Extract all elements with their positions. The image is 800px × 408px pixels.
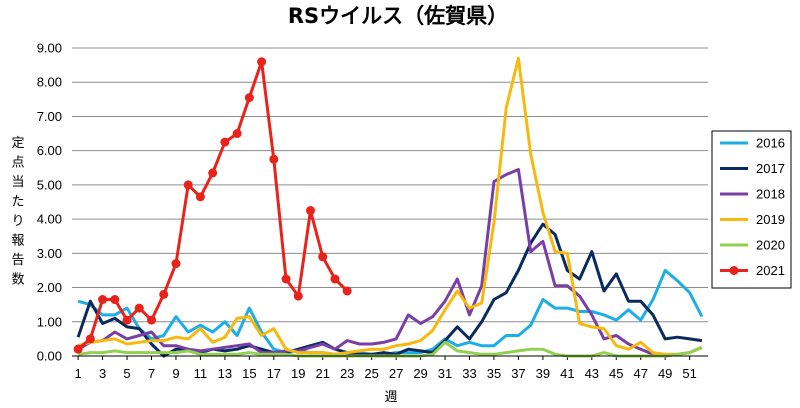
x-tick-label: 23 bbox=[340, 366, 354, 381]
legend-label-2018: 2018 bbox=[756, 187, 785, 202]
data-point-2021 bbox=[293, 291, 303, 301]
data-point-2021 bbox=[330, 274, 340, 284]
x-tick-label: 3 bbox=[99, 366, 106, 381]
data-point-2021 bbox=[208, 168, 218, 178]
x-tick-label: 45 bbox=[609, 366, 623, 381]
data-point-2021 bbox=[318, 252, 328, 262]
data-point-2021 bbox=[342, 286, 352, 296]
y-tick-label: 9.00 bbox=[37, 41, 62, 56]
legend-marker-2021 bbox=[729, 266, 739, 275]
x-tick-label: 43 bbox=[585, 366, 599, 381]
data-point-2021 bbox=[257, 57, 267, 67]
x-tick-label: 15 bbox=[242, 366, 256, 381]
y-axis-label-char: 数 bbox=[11, 273, 24, 288]
x-axis-ticks: 1 3 5 7 9 11 13 15 17 19 21 23 25 27 29 31 33 35 37 39 41 43 4… bbox=[74, 356, 697, 381]
x-tick-label: 5 bbox=[123, 366, 130, 381]
series-line-2019 bbox=[77, 56, 703, 356]
data-point-2021 bbox=[232, 129, 242, 139]
legend-label-2017: 2017 bbox=[756, 161, 785, 176]
legend-label-2021: 2021 bbox=[756, 263, 785, 278]
x-tick-label: 27 bbox=[389, 366, 403, 381]
x-tick-label: 37 bbox=[511, 366, 525, 381]
data-point-2021 bbox=[110, 295, 120, 305]
x-tick-label: 39 bbox=[536, 366, 550, 381]
x-tick-label: 47 bbox=[633, 366, 647, 381]
x-tick-label: 1 bbox=[74, 366, 81, 381]
legend-label-2016: 2016 bbox=[756, 136, 785, 151]
y-axis-ticks: 0.00 1.00 2.00 3.00 4.00 5.00 6.00 7.00 8.00 9.00 bbox=[37, 41, 62, 364]
data-point-2021 bbox=[98, 295, 108, 305]
data-point-2021 bbox=[159, 289, 169, 299]
x-tick-label: 33 bbox=[462, 366, 476, 381]
data-point-2021 bbox=[220, 137, 230, 147]
y-tick-label: 4.00 bbox=[37, 212, 62, 227]
y-tick-label: 0.00 bbox=[37, 349, 62, 364]
y-axis-label-char: 報 bbox=[11, 234, 24, 249]
x-tick-label: 7 bbox=[148, 366, 155, 381]
chart-title: RSウイルス（佐賀県） bbox=[288, 4, 508, 28]
data-point-2021 bbox=[183, 180, 193, 190]
y-tick-label: 1.00 bbox=[37, 314, 62, 329]
data-point-2021 bbox=[281, 274, 291, 284]
x-tick-label: 19 bbox=[291, 366, 305, 381]
series-line-2017 bbox=[76, 222, 703, 358]
data-point-2021 bbox=[134, 303, 144, 313]
data-point-2021 bbox=[73, 344, 83, 354]
y-axis-label-char: 点 bbox=[11, 156, 24, 171]
x-tick-label: 17 bbox=[267, 366, 281, 381]
data-point-2021 bbox=[171, 259, 181, 269]
x-tick-label: 35 bbox=[487, 366, 501, 381]
x-tick-label: 41 bbox=[560, 366, 574, 381]
x-tick-label: 51 bbox=[682, 366, 696, 381]
data-point-2021 bbox=[195, 192, 205, 202]
y-tick-label: 2.00 bbox=[37, 280, 62, 295]
data-point-2021 bbox=[85, 334, 95, 344]
series-layer bbox=[73, 56, 704, 358]
y-axis-label-char: り bbox=[11, 214, 24, 229]
data-point-2021 bbox=[306, 206, 315, 216]
y-axis-label-char: 告 bbox=[11, 253, 24, 268]
y-axis-label-char: た bbox=[11, 195, 24, 210]
x-tick-label: 11 bbox=[194, 366, 208, 381]
x-tick-label: 21 bbox=[315, 366, 329, 381]
x-tick-label: 49 bbox=[658, 366, 672, 381]
x-tick-label: 29 bbox=[413, 366, 427, 381]
data-point-2021 bbox=[147, 315, 156, 325]
x-tick-label: 31 bbox=[438, 366, 452, 381]
y-tick-label: 6.00 bbox=[37, 143, 62, 158]
y-axis-label-char: 当 bbox=[11, 175, 24, 190]
legend-label-2020: 2020 bbox=[756, 238, 785, 253]
y-tick-label: 3.00 bbox=[37, 246, 62, 261]
x-tick-label: 25 bbox=[364, 366, 378, 381]
x-tick-label: 13 bbox=[218, 366, 232, 381]
data-point-2021 bbox=[244, 93, 254, 103]
legend: 2016 2017 2018 2019 2020 2021 bbox=[711, 130, 792, 289]
y-tick-label: 5.00 bbox=[37, 177, 62, 192]
x-axis-label: 週 bbox=[384, 390, 397, 405]
legend-label-2019: 2019 bbox=[756, 212, 785, 227]
x-tick-label: 9 bbox=[172, 366, 179, 381]
data-point-2021 bbox=[269, 154, 279, 164]
y-tick-label: 8.00 bbox=[37, 75, 62, 90]
y-tick-label: 7.00 bbox=[37, 109, 62, 124]
y-axis-label-char: 定 bbox=[11, 136, 24, 151]
data-point-2021 bbox=[122, 315, 132, 325]
legend-box bbox=[711, 130, 792, 289]
